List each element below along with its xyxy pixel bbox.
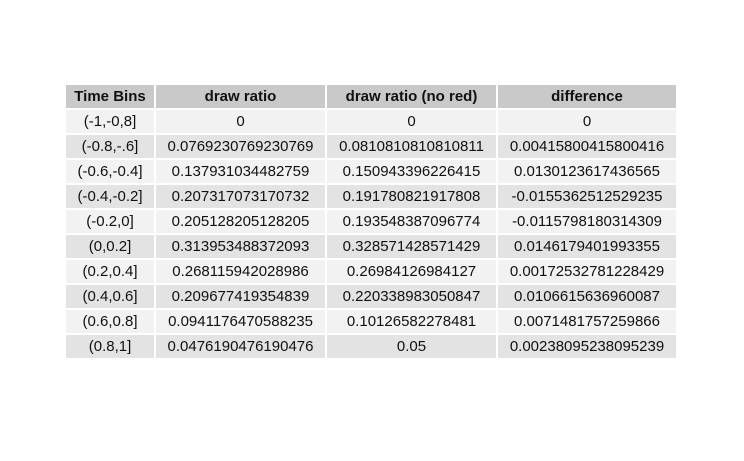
draw-ratio-cell: 0 bbox=[156, 110, 325, 133]
column-header-difference: difference bbox=[498, 85, 676, 108]
table-row: (0.2,0.4] 0.268115942028986 0.269841269841… bbox=[66, 260, 676, 283]
table-row: (-0.6,-0.4] 0.137931034482759 0.1509433962… bbox=[66, 160, 676, 183]
draw-ratio-no-red-cell: 0.328571428571429 bbox=[327, 235, 496, 258]
draw-ratio-cell: 0.313953488372093 bbox=[156, 235, 325, 258]
header-row: Time Bins draw ratio draw ratio (no red)… bbox=[66, 85, 676, 108]
difference-cell: 0.00172532781228429 bbox=[498, 260, 676, 283]
difference-cell: 0.0106615636960087 bbox=[498, 285, 676, 308]
time-bin-cell: (-0.8,-.6] bbox=[66, 135, 154, 158]
table-row: (0.6,0.8] 0.0941176470588235 0.10126582278… bbox=[66, 310, 676, 333]
difference-cell: -0.0155362512529235 bbox=[498, 185, 676, 208]
draw-ratio-no-red-cell: 0.0810810810810811 bbox=[327, 135, 496, 158]
table-row: (-0.8,-.6] 0.0769230769230769 0.0810810810… bbox=[66, 135, 676, 158]
draw-ratio-cell: 0.205128205128205 bbox=[156, 210, 325, 233]
draw-ratio-no-red-cell: 0.220338983050847 bbox=[327, 285, 496, 308]
difference-cell: -0.0115798180314309 bbox=[498, 210, 676, 233]
time-bin-cell: (0.8,1] bbox=[66, 335, 154, 358]
time-bin-cell: (-0.6,-0.4] bbox=[66, 160, 154, 183]
draw-ratio-no-red-cell: 0.26984126984127 bbox=[327, 260, 496, 283]
column-header-draw-ratio-no-red: draw ratio (no red) bbox=[327, 85, 496, 108]
data-table: Time Bins draw ratio draw ratio (no red)… bbox=[64, 83, 678, 360]
time-bin-cell: (-0.4,-0.2] bbox=[66, 185, 154, 208]
draw-ratio-no-red-cell: 0.10126582278481 bbox=[327, 310, 496, 333]
table-row: (0,0.2] 0.313953488372093 0.32857142857142… bbox=[66, 235, 676, 258]
difference-cell: 0.0146179401993355 bbox=[498, 235, 676, 258]
draw-ratio-cell: 0.207317073170732 bbox=[156, 185, 325, 208]
table-body: (-1,-0,8] 0 0 0 (-0.8,-.6] 0.0769230769230769… bbox=[66, 110, 676, 358]
draw-ratio-cell: 0.137931034482759 bbox=[156, 160, 325, 183]
draw-ratio-no-red-cell: 0.05 bbox=[327, 335, 496, 358]
table-row: (0.8,1] 0.0476190476190476 0.05 0.002380952… bbox=[66, 335, 676, 358]
time-bin-cell: (0,0.2] bbox=[66, 235, 154, 258]
difference-cell: 0.0071481757259866 bbox=[498, 310, 676, 333]
draw-ratio-cell: 0.0769230769230769 bbox=[156, 135, 325, 158]
time-bin-cell: (0.6,0.8] bbox=[66, 310, 154, 333]
draw-ratio-cell: 0.0476190476190476 bbox=[156, 335, 325, 358]
draw-ratio-no-red-cell: 0.191780821917808 bbox=[327, 185, 496, 208]
draw-ratio-no-red-cell: 0 bbox=[327, 110, 496, 133]
table-row: (0.4,0.6] 0.209677419354839 0.220338983050… bbox=[66, 285, 676, 308]
draw-ratio-cell: 0.209677419354839 bbox=[156, 285, 325, 308]
table-row: (-0.4,-0.2] 0.207317073170732 0.1917808219… bbox=[66, 185, 676, 208]
difference-cell: 0 bbox=[498, 110, 676, 133]
table-header: Time Bins draw ratio draw ratio (no red)… bbox=[66, 85, 676, 108]
table-row: (-1,-0,8] 0 0 0 bbox=[66, 110, 676, 133]
data-table-container: Time Bins draw ratio draw ratio (no red)… bbox=[66, 85, 676, 358]
column-header-time-bins: Time Bins bbox=[66, 85, 154, 108]
time-bin-cell: (-0.2,0] bbox=[66, 210, 154, 233]
time-bin-cell: (-1,-0,8] bbox=[66, 110, 154, 133]
draw-ratio-no-red-cell: 0.193548387096774 bbox=[327, 210, 496, 233]
draw-ratio-no-red-cell: 0.150943396226415 bbox=[327, 160, 496, 183]
draw-ratio-cell: 0.0941176470588235 bbox=[156, 310, 325, 333]
column-header-draw-ratio: draw ratio bbox=[156, 85, 325, 108]
difference-cell: 0.00415800415800416 bbox=[498, 135, 676, 158]
difference-cell: 0.0130123617436565 bbox=[498, 160, 676, 183]
time-bin-cell: (0.4,0.6] bbox=[66, 285, 154, 308]
time-bin-cell: (0.2,0.4] bbox=[66, 260, 154, 283]
difference-cell: 0.00238095238095239 bbox=[498, 335, 676, 358]
draw-ratio-cell: 0.268115942028986 bbox=[156, 260, 325, 283]
table-row: (-0.2,0] 0.205128205128205 0.1935483870967… bbox=[66, 210, 676, 233]
